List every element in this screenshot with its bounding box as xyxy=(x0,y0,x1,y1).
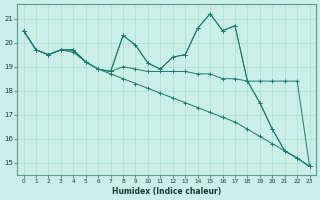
X-axis label: Humidex (Indice chaleur): Humidex (Indice chaleur) xyxy=(112,187,221,196)
